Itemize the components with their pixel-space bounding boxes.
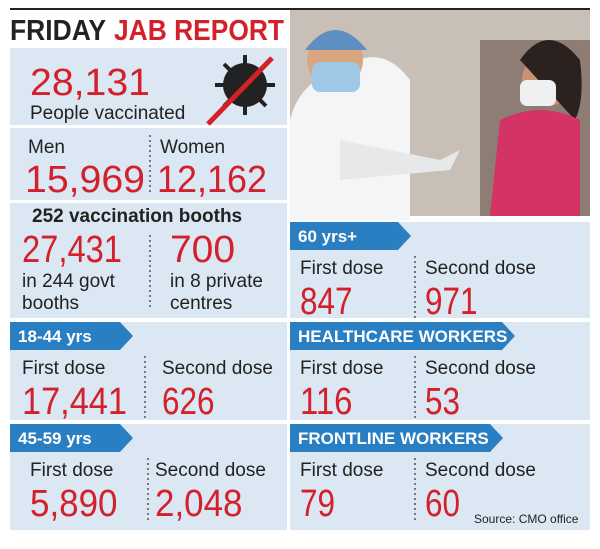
booth-value: 27,431 xyxy=(22,229,122,271)
dose-label: Second dose xyxy=(425,258,536,279)
booth-label: booths xyxy=(22,293,79,314)
dose-value: 53 xyxy=(425,381,460,423)
gender-label: Women xyxy=(160,137,225,158)
booths-title: 252 vaccination booths xyxy=(32,206,242,227)
dose-value: 626 xyxy=(162,381,215,423)
dose-value: 60 xyxy=(425,483,460,525)
total-value: 28,131 xyxy=(30,62,150,104)
dose-value: 847 xyxy=(300,281,353,323)
panels xyxy=(10,48,590,530)
dose-label: First dose xyxy=(30,460,113,481)
tab-title: 45-59 yrs xyxy=(18,429,92,448)
source: Source: CMO office xyxy=(474,512,579,526)
dose-label: Second dose xyxy=(155,460,266,481)
gender-label: Men xyxy=(28,137,65,158)
dose-value: 5,890 xyxy=(30,483,118,525)
booth-label: in 8 private xyxy=(170,271,263,292)
dose-label: Second dose xyxy=(425,460,536,481)
dose-value: 17,441 xyxy=(22,381,127,423)
dose-value: 79 xyxy=(300,483,335,525)
photo xyxy=(290,10,590,221)
booth-label: centres xyxy=(170,293,232,314)
tab-title: 18-44 yrs xyxy=(18,327,92,346)
dose-label: Second dose xyxy=(425,358,536,379)
dose-label: First dose xyxy=(300,460,383,481)
dose-value: 116 xyxy=(300,381,353,423)
tab-title: 60 yrs+ xyxy=(298,227,357,246)
tab-title: FRONTLINE WORKERS xyxy=(298,429,489,448)
total-label: People vaccinated xyxy=(30,103,185,124)
title-day: FRIDAY xyxy=(10,15,106,47)
tab xyxy=(290,322,515,350)
virus-icon xyxy=(206,55,275,126)
booth-value: 700 xyxy=(170,229,235,271)
gender-value: 15,969 xyxy=(25,159,145,201)
booth-label: in 244 govt xyxy=(22,271,116,292)
dose-label: First dose xyxy=(300,258,383,279)
gender-value: 12,162 xyxy=(157,159,267,201)
dose-label: Second dose xyxy=(162,358,273,379)
tab xyxy=(290,222,411,250)
dose-value: 971 xyxy=(425,281,478,323)
tab xyxy=(10,424,133,452)
title-main: JAB REPORT xyxy=(114,15,284,47)
dose-label: First dose xyxy=(300,358,383,379)
tab-title: HEALTHCARE WORKERS xyxy=(298,327,507,346)
tab xyxy=(290,424,503,452)
tab xyxy=(10,322,133,350)
dose-label: First dose xyxy=(22,358,105,379)
dose-value: 2,048 xyxy=(155,483,243,525)
